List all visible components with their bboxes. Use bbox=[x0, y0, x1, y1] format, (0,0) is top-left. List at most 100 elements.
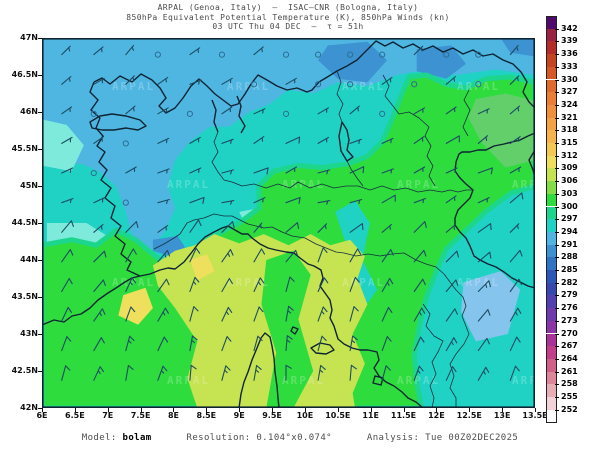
regional-border bbox=[336, 70, 344, 123]
colorbar-tick bbox=[555, 130, 559, 132]
y-axis-label: 42N bbox=[20, 403, 38, 412]
map-canvas: ARPAL ARPAL ARPAL ARPAL ARPAL ARPAL ARPAL ARPAL… bbox=[42, 38, 535, 408]
wind-barb bbox=[509, 75, 520, 85]
chart-title: ARPAL (Genoa, Italy) – ISAC–CNR (Bologna… bbox=[0, 3, 576, 32]
coastline-border bbox=[454, 135, 535, 289]
x-axis-label: 11.5E bbox=[390, 411, 417, 420]
colorbar-label: 312 bbox=[561, 150, 578, 160]
wind-barb bbox=[445, 337, 458, 352]
y-axis-label: 46N bbox=[20, 107, 38, 116]
colorbar-segment bbox=[546, 358, 557, 372]
arpal-watermark: ARPAL bbox=[167, 374, 210, 387]
wind-barb bbox=[285, 222, 300, 233]
colorbar-segment bbox=[546, 257, 557, 270]
wind-barb bbox=[413, 197, 427, 204]
coastline-border bbox=[42, 275, 141, 326]
wind-barb bbox=[445, 75, 457, 85]
colorbar-segment bbox=[546, 16, 557, 30]
wind-barb bbox=[477, 167, 493, 175]
wind-barb bbox=[221, 200, 235, 205]
colorbar-tick bbox=[555, 155, 559, 157]
wind-barb bbox=[125, 277, 137, 293]
wind-barb bbox=[93, 46, 104, 56]
x-axis-label: 9.5E bbox=[262, 411, 282, 420]
x-axis-tick bbox=[239, 408, 241, 412]
colorbar-segment bbox=[546, 244, 557, 258]
wind-barb bbox=[413, 336, 425, 352]
x-axis-label: 13.5E bbox=[522, 411, 548, 420]
colorbar-label: 291 bbox=[561, 239, 578, 249]
wind-barb bbox=[189, 276, 200, 293]
colorbar-segment bbox=[546, 219, 557, 232]
colorbar-segment bbox=[546, 308, 557, 321]
x-axis-tick bbox=[535, 408, 536, 412]
colorbar-segment bbox=[546, 295, 557, 309]
wind-barb bbox=[317, 200, 331, 205]
arpal-watermark: ARPAL bbox=[112, 80, 155, 93]
field-region-yellow-spot-riviera-east bbox=[189, 254, 215, 281]
wind-barb bbox=[253, 364, 262, 381]
colorbar-tick bbox=[555, 384, 559, 386]
model-value: bolam bbox=[122, 433, 152, 443]
x-axis-label: 12.5E bbox=[456, 411, 482, 420]
wind-barb bbox=[445, 250, 459, 263]
arpal-watermark: ARPAL bbox=[227, 276, 270, 289]
x-axis-tick bbox=[370, 408, 372, 412]
x-axis-label: 10.5E bbox=[325, 411, 351, 420]
colorbar-label: 327 bbox=[561, 87, 578, 97]
wind-barb bbox=[253, 167, 269, 175]
wind-barb bbox=[285, 305, 294, 322]
wind-barb bbox=[477, 223, 492, 233]
arpal-watermark: ARPAL bbox=[397, 374, 440, 387]
x-axis-tick bbox=[304, 408, 306, 412]
colorbar-tick bbox=[555, 28, 559, 30]
wind-barb bbox=[317, 223, 328, 233]
colorbar-tick bbox=[555, 346, 559, 348]
wind-barb bbox=[285, 249, 299, 263]
colorbar-label: 270 bbox=[561, 328, 578, 338]
wind-barb bbox=[221, 306, 233, 322]
x-axis-tick bbox=[502, 408, 504, 412]
x-axis-label: 12E bbox=[428, 411, 445, 420]
colorbar-segment bbox=[546, 371, 557, 385]
y-axis-label: 47N bbox=[20, 33, 38, 42]
wind-barb bbox=[381, 194, 396, 204]
wind-barb bbox=[509, 278, 523, 293]
wind-barb bbox=[93, 337, 105, 352]
wind-barb bbox=[189, 364, 197, 381]
wind-barb bbox=[285, 166, 297, 174]
y-axis-label: 43N bbox=[20, 329, 38, 338]
wind-barb bbox=[349, 364, 357, 381]
calm-wind-circle bbox=[411, 81, 418, 88]
x-axis-tick bbox=[140, 408, 142, 412]
coastline-border bbox=[238, 332, 280, 408]
coastline-border bbox=[93, 40, 535, 114]
wind-barb bbox=[445, 106, 457, 115]
colorbar-tick bbox=[555, 193, 559, 195]
regional-border bbox=[382, 74, 436, 187]
wind-barb bbox=[445, 223, 457, 233]
y-axis-tick bbox=[38, 149, 42, 150]
colorbar-segment bbox=[546, 346, 557, 359]
colorbar-tick bbox=[555, 219, 559, 221]
wind-barb bbox=[253, 136, 265, 144]
wind-barb bbox=[125, 306, 136, 322]
colorbar-segment bbox=[546, 92, 557, 105]
colorbar-tick bbox=[555, 282, 559, 284]
wind-barb bbox=[317, 306, 328, 322]
field-region-cold-pool-top-right bbox=[416, 45, 466, 79]
field-region-ligurian-sea-tuscany-yellow-green bbox=[152, 234, 368, 408]
y-axis-label: 46.5N bbox=[11, 70, 38, 79]
map-frame bbox=[42, 38, 535, 408]
x-axis-label: 6E bbox=[36, 411, 48, 420]
colorbar-segment bbox=[546, 320, 557, 334]
x-axis-label: 7E bbox=[102, 411, 114, 420]
calm-wind-circle bbox=[379, 110, 386, 117]
wind-barb bbox=[509, 166, 522, 174]
wind-barb bbox=[509, 44, 519, 56]
wind-barb bbox=[221, 77, 233, 85]
coastline-border bbox=[372, 375, 384, 386]
wind-barb bbox=[413, 307, 426, 322]
x-axis-tick bbox=[469, 408, 471, 412]
